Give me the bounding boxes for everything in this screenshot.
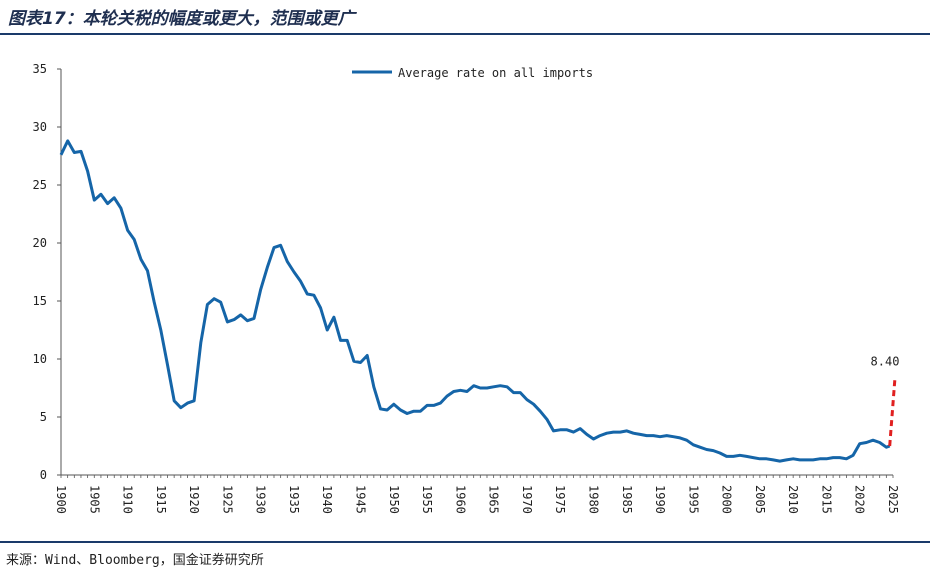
annotation-label: 8.40 xyxy=(871,355,900,369)
x-tick-label: 1940 xyxy=(320,485,334,514)
x-tick-label: 1950 xyxy=(387,485,401,514)
series-line-projection xyxy=(888,377,897,447)
x-tick-label: 1930 xyxy=(254,485,268,514)
x-tick-label: 1925 xyxy=(220,485,234,514)
x-tick-label: 1990 xyxy=(653,485,667,514)
chart-title: 图表17：本轮关税的幅度或更大，范围或更广 xyxy=(8,9,355,29)
x-tick-label: 2025 xyxy=(886,485,900,514)
source-note: 来源：Wind、Bloomberg，国金证券研究所 xyxy=(6,553,264,568)
x-tick-label: 2010 xyxy=(786,485,800,514)
y-tick-label: 30 xyxy=(33,120,47,134)
x-tick-label: 1965 xyxy=(487,485,501,514)
x-tick-label: 1920 xyxy=(187,485,201,514)
x-tick-label: 1995 xyxy=(686,485,700,514)
x-tick-label: 1975 xyxy=(553,485,567,514)
chart-legend: Average rate on all imports xyxy=(352,66,593,80)
x-tick-label: 1960 xyxy=(453,485,467,514)
top-divider xyxy=(0,33,930,35)
x-tick-label: 1980 xyxy=(586,485,600,514)
x-tick-label: 1985 xyxy=(620,485,634,514)
y-tick-label: 0 xyxy=(40,468,47,482)
y-tick-label: 20 xyxy=(33,236,47,250)
x-tick-label: 1935 xyxy=(287,485,301,514)
y-tick-label: 15 xyxy=(33,294,47,308)
x-tick-label: 1945 xyxy=(354,485,368,514)
x-tick-label: 1915 xyxy=(154,485,168,514)
y-tick-label: 10 xyxy=(33,352,47,366)
x-tick-label: 1900 xyxy=(54,485,68,514)
chart-annotations: 8.40 xyxy=(871,355,900,369)
x-tick-label: 1955 xyxy=(420,485,434,514)
x-tick-label: 2005 xyxy=(753,485,767,514)
x-tick-label: 2020 xyxy=(853,485,867,514)
x-tick-label: 2015 xyxy=(819,485,833,514)
y-tick-label: 35 xyxy=(33,62,47,76)
x-tick-label: 2000 xyxy=(720,485,734,514)
bottom-divider xyxy=(0,541,930,543)
x-tick-label: 1905 xyxy=(87,485,101,514)
chart-series xyxy=(59,139,897,463)
y-tick-label: 25 xyxy=(33,178,47,192)
x-tick-label: 1910 xyxy=(121,485,135,514)
series-line-average-rate xyxy=(59,139,891,463)
y-tick-label: 5 xyxy=(40,410,47,424)
x-tick-label: 1970 xyxy=(520,485,534,514)
legend-label-average-rate: Average rate on all imports xyxy=(398,66,593,80)
